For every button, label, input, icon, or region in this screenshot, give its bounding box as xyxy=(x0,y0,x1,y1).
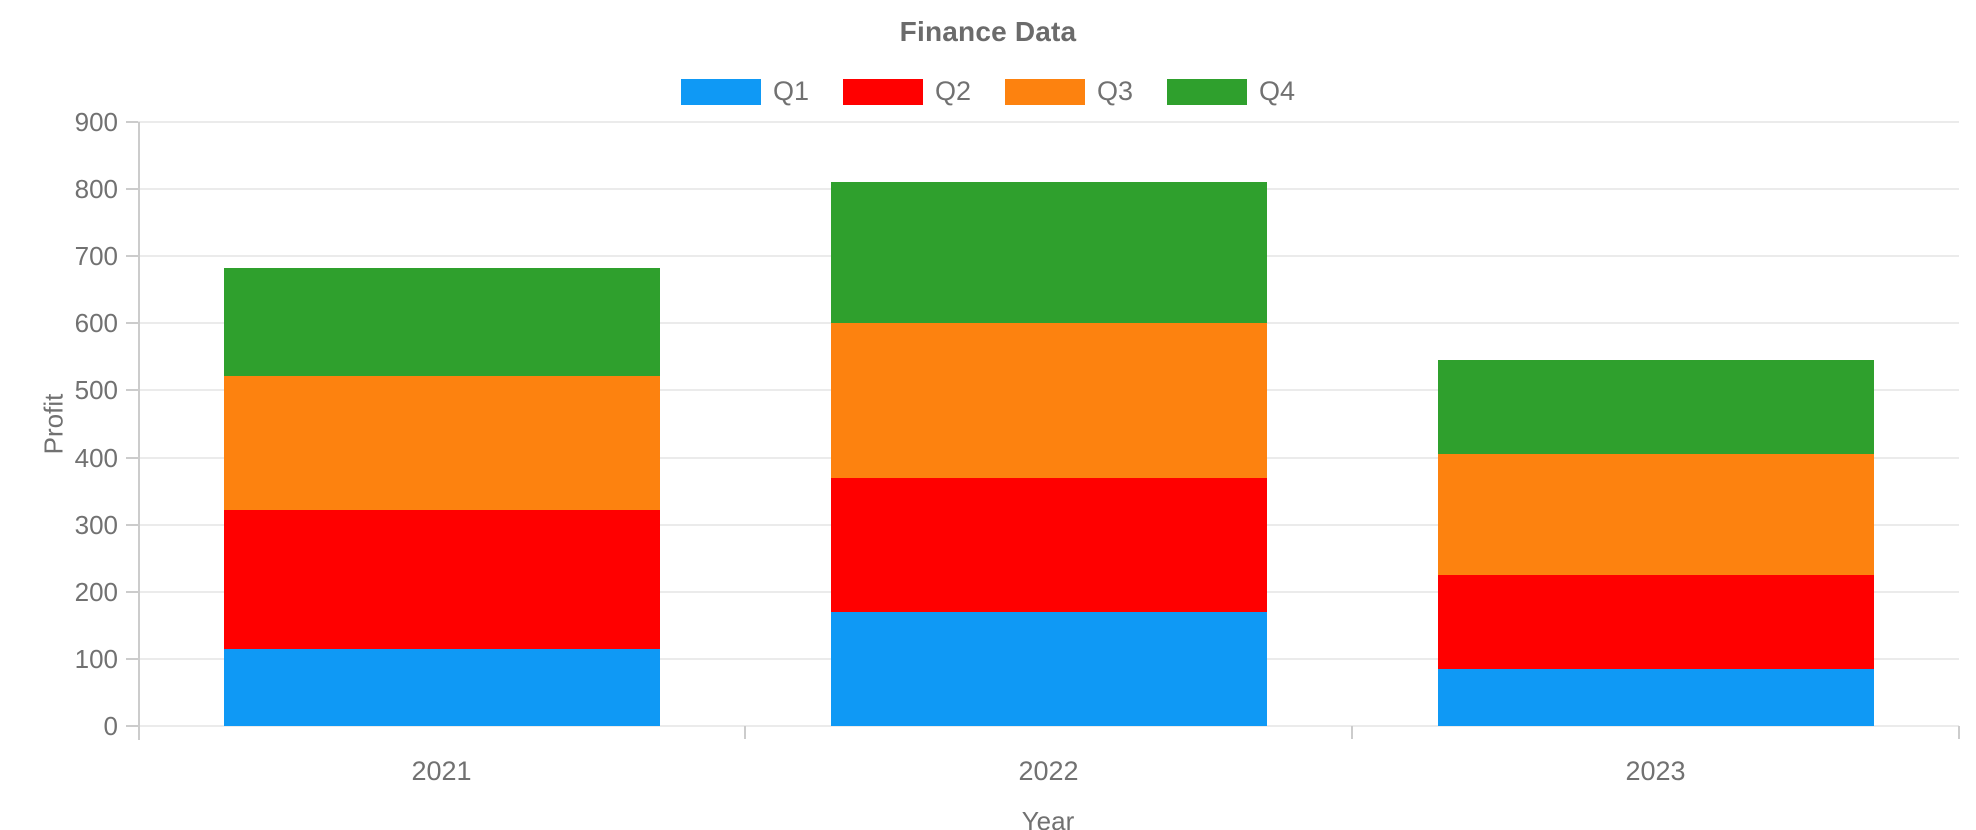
y-axis-line xyxy=(138,122,140,740)
legend-item-q1[interactable]: Q1 xyxy=(680,76,809,107)
bar-2023-q4[interactable] xyxy=(1437,360,1874,455)
y-tick-label-200: 200 xyxy=(74,576,118,607)
bar-2023-q1[interactable] xyxy=(1437,668,1874,726)
y-tick-mark-900 xyxy=(126,121,138,123)
bar-2022-q4[interactable] xyxy=(830,182,1267,324)
bar-2023-q2[interactable] xyxy=(1437,575,1874,669)
bar-2021-q1[interactable] xyxy=(223,648,660,726)
legend-label-q3: Q3 xyxy=(1097,76,1134,106)
x-tick-mark-3 xyxy=(1958,726,1960,739)
y-tick-mark-600 xyxy=(126,322,138,325)
y-tick-label-0: 0 xyxy=(103,711,118,741)
y-tick-mark-700 xyxy=(126,255,138,258)
y-tick-mark-0 xyxy=(126,725,138,727)
legend-item-q3[interactable]: Q3 xyxy=(1005,76,1133,107)
chart-legend: Q1 Q2 Q3 Q4 xyxy=(0,76,1976,107)
y-tick-mark-100 xyxy=(126,657,138,660)
y-tick-label-500: 500 xyxy=(74,375,118,406)
x-tick-mark-2 xyxy=(1351,726,1353,739)
x-tick-label-2022: 2022 xyxy=(1018,756,1079,786)
y-tick-label-400: 400 xyxy=(74,442,118,473)
legend-item-q4[interactable]: Q4 xyxy=(1167,76,1295,107)
x-tick-label-2021: 2021 xyxy=(411,756,472,786)
y-tick-mark-300 xyxy=(126,523,138,526)
x-tick-label-2023: 2023 xyxy=(1625,756,1686,786)
gridline-0 xyxy=(138,725,1959,727)
bar-2022-q2[interactable] xyxy=(830,477,1267,612)
legend-swatch-q4 xyxy=(1167,78,1248,105)
x-tick-mark-1 xyxy=(744,726,746,739)
chart-title: Finance Data xyxy=(899,16,1077,47)
bar-2021-q2[interactable] xyxy=(223,509,660,649)
y-tick-label-300: 300 xyxy=(74,509,118,540)
bar-2021-q3[interactable] xyxy=(223,375,660,510)
x-axis-title: Year xyxy=(1021,806,1075,830)
y-tick-mark-500 xyxy=(126,389,138,392)
y-tick-label-600: 600 xyxy=(74,308,118,339)
legend-label-q4: Q4 xyxy=(1259,76,1296,106)
y-tick-mark-400 xyxy=(126,456,138,459)
legend-swatch-q3 xyxy=(1005,78,1085,105)
bar-2021-q4[interactable] xyxy=(223,268,660,376)
legend-item-q2[interactable]: Q2 xyxy=(842,76,971,107)
bar-2022-q1[interactable] xyxy=(830,611,1267,726)
bar-2023-q3[interactable] xyxy=(1437,454,1874,575)
y-tick-mark-200 xyxy=(126,590,138,593)
y-axis-title: Profit xyxy=(38,393,69,455)
y-tick-label-100: 100 xyxy=(74,643,118,674)
y-tick-label-900: 900 xyxy=(74,107,118,137)
y-tick-mark-800 xyxy=(126,188,138,191)
legend-label-q1: Q1 xyxy=(772,76,809,106)
legend-label-q2: Q2 xyxy=(934,76,971,106)
legend-swatch-q1 xyxy=(680,78,761,105)
gridline-900 xyxy=(138,121,1959,123)
bar-2022-q3[interactable] xyxy=(830,323,1267,478)
y-tick-label-700: 700 xyxy=(74,241,118,272)
y-tick-label-800: 800 xyxy=(74,174,118,205)
legend-swatch-q2 xyxy=(842,78,923,105)
